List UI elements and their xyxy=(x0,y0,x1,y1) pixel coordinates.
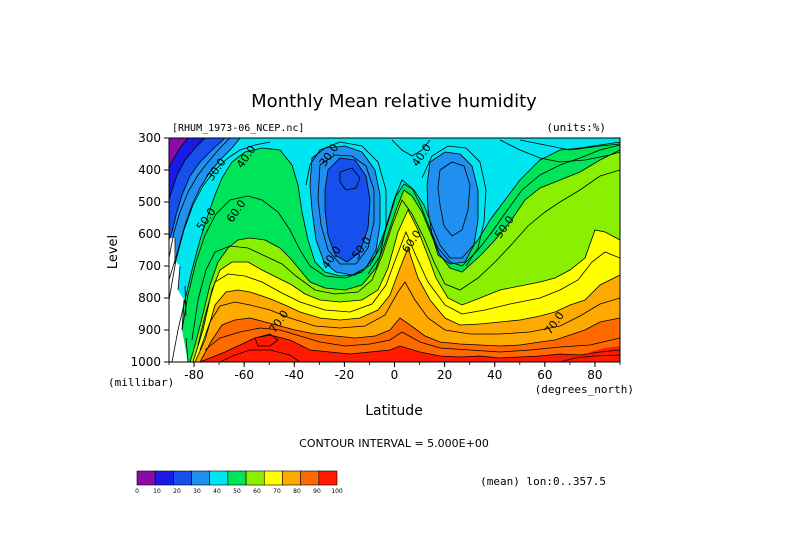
y-axis-title: Level xyxy=(106,235,121,269)
units-label: (units:%) xyxy=(546,121,606,134)
y-axis-unit: (millibar) xyxy=(108,376,174,389)
x-tick-label: 40 xyxy=(487,368,502,382)
colorbar-tick-label: 70 xyxy=(273,488,281,495)
contour-line-5-south xyxy=(169,138,206,201)
contour-line-40 xyxy=(189,149,620,362)
x-tick-label: -40 xyxy=(284,368,304,382)
colorbar-swatch xyxy=(282,470,301,486)
contour-line-25-north-subtropics xyxy=(421,145,487,267)
contour-line-0-south xyxy=(169,138,189,169)
contour-line-25-south-subtropics xyxy=(305,141,387,275)
colorbar: 0 10 20 30 40 50 60 70 80 90 100 xyxy=(135,470,343,495)
contour-line-15-south xyxy=(169,138,231,259)
contour-line-15-south-subtropics xyxy=(317,154,375,265)
contour-line-upper-north-2 xyxy=(519,139,620,151)
colorbar-swatch xyxy=(245,470,265,486)
colorbar-swatch xyxy=(227,470,247,486)
colorbar-tick-label: 60 xyxy=(253,488,261,495)
x-tick-label: -80 xyxy=(184,368,204,382)
topography-mask xyxy=(169,238,188,362)
contour-line-15-north-subtropics xyxy=(437,161,471,237)
x-tick-label: 0 xyxy=(391,368,399,382)
x-tick-label: 20 xyxy=(437,368,452,382)
contour-line-85-south xyxy=(219,349,301,362)
contour-lines xyxy=(169,138,620,362)
contour-line-upper-north xyxy=(499,139,620,163)
x-axis-unit: (degrees_north) xyxy=(535,383,634,396)
contour-field xyxy=(169,138,620,362)
y-tick-label: 900 xyxy=(138,323,161,337)
y-tick-label: 500 xyxy=(138,195,161,209)
y-tick-label: 700 xyxy=(138,259,161,273)
contour-line-60 xyxy=(194,246,620,362)
x-tick-label: 80 xyxy=(587,368,602,382)
colorbar-swatch xyxy=(209,470,229,486)
colorbar-swatch xyxy=(191,470,211,486)
colorbar-tick-label: 10 xyxy=(153,488,161,495)
colorbar-swatch xyxy=(300,470,320,486)
y-tick-label: 800 xyxy=(138,291,161,305)
colorbar-tick-label: 50 xyxy=(233,488,241,495)
x-axis-title: Latitude xyxy=(365,403,423,419)
source-label: [RHUM_1973-06_NCEP.nc] xyxy=(172,123,304,134)
x-axis: -80 -60 -40 -20 0 20 40 60 80 xyxy=(168,362,621,382)
colorbar-swatch xyxy=(154,470,174,486)
level-10-fill-south-subtropics xyxy=(325,158,370,262)
colorbar-swatch xyxy=(173,470,192,486)
colorbar-tick-label: 20 xyxy=(173,488,181,495)
colorbar-swatch xyxy=(263,470,283,486)
contour-line-5-south-subtropics xyxy=(339,167,361,191)
contour-line-50 xyxy=(192,209,620,362)
footer-text: (mean) lon:0..357.5 xyxy=(480,475,606,488)
level-30-fill xyxy=(169,138,620,362)
contour-interval: CONTOUR INTERVAL = 5.000E+00 xyxy=(299,437,489,450)
y-axis: 300 400 500 600 700 800 900 1000 xyxy=(130,131,169,369)
y-tick-label: 300 xyxy=(138,131,161,145)
contour-line-75 xyxy=(204,327,620,353)
x-tick-label: -60 xyxy=(234,368,254,382)
colorbar-tick-label: 100 xyxy=(331,488,343,495)
colorbar-tick-label: 30 xyxy=(193,488,201,495)
y-tick-label: 1000 xyxy=(130,355,161,369)
contour-line-25-south xyxy=(169,141,271,301)
topography-hatch xyxy=(174,238,189,363)
contour-line-45 xyxy=(191,169,620,341)
colorbar-swatch xyxy=(318,470,338,486)
y-tick-label: 400 xyxy=(138,163,161,177)
contour-line-80 xyxy=(199,334,620,362)
contour-line-35 xyxy=(181,144,620,331)
colorbar-tick-label: 40 xyxy=(213,488,221,495)
contour-line-upper-tropics xyxy=(391,139,431,157)
level-minus-fill xyxy=(169,138,188,168)
x-tick-label: -20 xyxy=(335,368,355,382)
contour-line-90-patch-south xyxy=(254,333,279,347)
contour-line-70 xyxy=(199,317,620,362)
colorbar-tick-label: 0 xyxy=(135,488,139,495)
contour-line-20-south-subtropics xyxy=(309,145,381,276)
colorbar-tick-label: 90 xyxy=(313,488,321,495)
contour-line-20-north-subtropics xyxy=(426,151,479,265)
contour-line-55 xyxy=(197,230,620,346)
colorbar-tick-label: 80 xyxy=(293,488,301,495)
level-0-fill xyxy=(169,138,205,200)
contour-line-85-north xyxy=(559,354,620,362)
chart-title: Monthly Mean relative humidity xyxy=(251,91,537,112)
level-20-fill-north-subtropics xyxy=(427,152,478,264)
contour-line-10-south-subtropics xyxy=(324,157,371,263)
level-90-patch-north xyxy=(590,346,620,362)
contour-line-10-south xyxy=(169,138,226,241)
contour-line-65 xyxy=(199,281,620,351)
x-tick-label: 60 xyxy=(537,368,552,382)
y-tick-label: 600 xyxy=(138,227,161,241)
colorbar-swatch xyxy=(136,470,156,486)
